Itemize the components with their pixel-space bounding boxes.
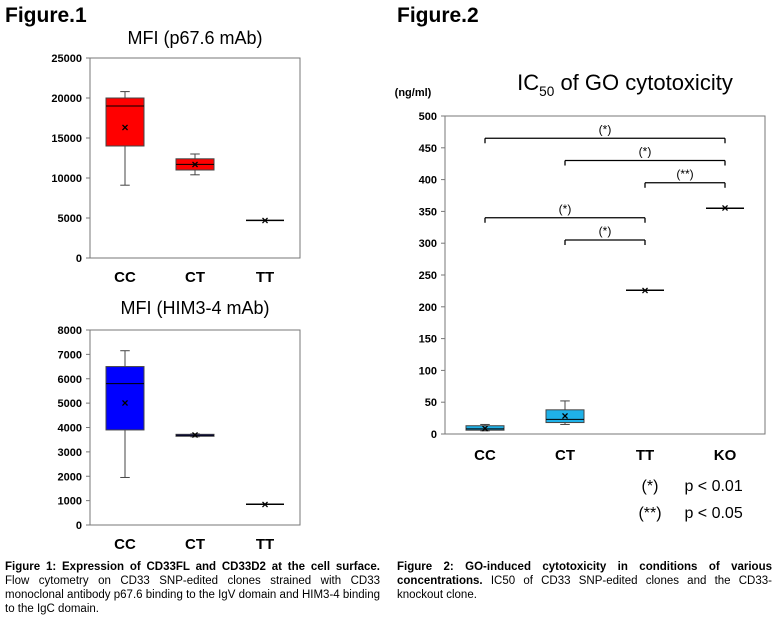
box-tt: × [246,213,284,227]
significance-bracket: (**) [644,167,726,188]
box-body [105,366,145,431]
plot-frame [444,115,766,435]
box-tt: × [246,497,284,511]
x-category-label: CT [185,269,205,286]
legend-symbol: (**) [638,505,662,522]
mfi-him34-chart: MFI (HIM3-4 mAb) 0 1000 2000 3000 4000 5000 600… [58,298,301,553]
y-tick-label: 150 [419,334,437,346]
significance-label: (*) [599,122,612,136]
significance-label: (*) [559,202,572,216]
mean-marker: × [261,213,268,227]
mean-marker: × [561,409,568,423]
y-tick-label: 4000 [58,423,82,435]
y-tick-label: 500 [419,111,437,123]
y-tick-label: 10000 [51,173,82,185]
chart-title: IC50 of GO cytotoxicity [517,70,733,99]
box-ct: × [175,428,215,442]
significance-bracket: (*) [484,202,646,223]
y-tick-label: 200 [419,302,437,314]
x-category-label: TT [636,447,654,464]
legend-p001: (*) p < 0.01 [620,478,743,496]
y-tick-label: 350 [419,206,437,218]
legend-text: p < 0.05 [684,505,743,522]
box-body [465,425,505,431]
x-category-label: CT [555,447,575,464]
x-category-label: KO [714,447,737,464]
significance-label: (**) [676,167,693,181]
box-ct: × [545,400,585,425]
x-category-label: CC [114,269,136,286]
figure1-caption-bold: Figure 1: Expression of CD33FL and CD33D… [5,561,380,573]
y-tick-label: 0 [76,520,82,532]
y-tick-label: 3000 [58,447,82,459]
x-category-label: CC [114,536,136,553]
y-tick-label: 0 [76,253,82,265]
mean-marker: × [191,428,198,442]
y-tick-label: 5000 [58,213,82,225]
significance-bracket: (*) [484,122,726,144]
x-category-label: CC [474,447,496,464]
box-tt: × [626,283,664,297]
legend-symbol: (*) [641,478,659,495]
figure2-caption-text: IC50 of CD33 SNP-edited clones and the C… [397,575,772,601]
plot-frame [89,57,301,259]
box-ko: × [706,201,744,215]
mfi-p676-chart: MFI (p67.6 mAb) 0 5000 10000 15000 20000 25000… [51,28,301,286]
mean-marker: × [121,396,128,410]
x-category-label: TT [256,536,274,553]
significance-bracket: (*) [564,224,646,246]
y-tick-label: 5000 [58,398,82,410]
box-cc: × [465,421,505,435]
significance-label: (*) [599,224,612,238]
y-tick-label: 50 [425,397,437,409]
figure1-caption-text: Flow cytometry on CD33 SNP-edited clones… [5,575,380,615]
box-ct: × [175,153,215,176]
figure2-caption: Figure 2: GO-induced cytotoxicity in con… [397,560,772,602]
chart-title: MFI (HIM3-4 mAb) [120,298,269,318]
y-tick-label: 250 [419,270,437,282]
mean-marker: × [481,421,488,435]
y-tick-label: 7000 [58,349,82,361]
figure2-label: Figure.2 [397,4,479,27]
y-tick-label: 1000 [58,496,82,508]
y-tick-label: 2000 [58,471,82,483]
y-tick-label: 20000 [51,93,82,105]
y-tick-label: 450 [419,143,437,155]
mean-marker: × [191,157,198,171]
y-tick-label: 15000 [51,133,82,145]
y-tick-label: 8000 [58,325,82,337]
y-axis-label: (ng/ml) [395,87,432,99]
y-tick-label: 100 [419,365,437,377]
y-tick-label: 6000 [58,374,82,386]
y-tick-label: 300 [419,238,437,250]
figure2-caption-bold: Figure 2: GO-induced cytotoxicity in con… [397,561,772,587]
ic50-go-cytotoxicity-chart: IC50 of GO cytotoxicity (ng/ml) 0 50 100 150 2… [395,70,766,464]
y-tick-label: 25000 [51,53,82,65]
x-category-label: TT [256,269,274,286]
legend-text: p < 0.01 [684,478,743,495]
chart-title: MFI (p67.6 mAb) [127,28,262,48]
box-cc: × [105,91,145,186]
y-tick-label: 0 [431,429,437,441]
mean-marker: × [721,201,728,215]
significance-bracket: (*) [564,145,726,166]
significance-label: (*) [639,145,652,159]
figure1-caption: Figure 1: Expression of CD33FL and CD33D… [5,560,380,616]
mean-marker: × [121,121,128,135]
mean-marker: × [261,497,268,511]
x-category-label: CT [185,536,205,553]
figure1-label: Figure.1 [5,4,87,27]
mean-marker: × [641,283,648,297]
box-cc: × [105,350,145,478]
y-tick-label: 400 [419,175,437,187]
legend-p005: (**) p < 0.05 [620,505,743,523]
